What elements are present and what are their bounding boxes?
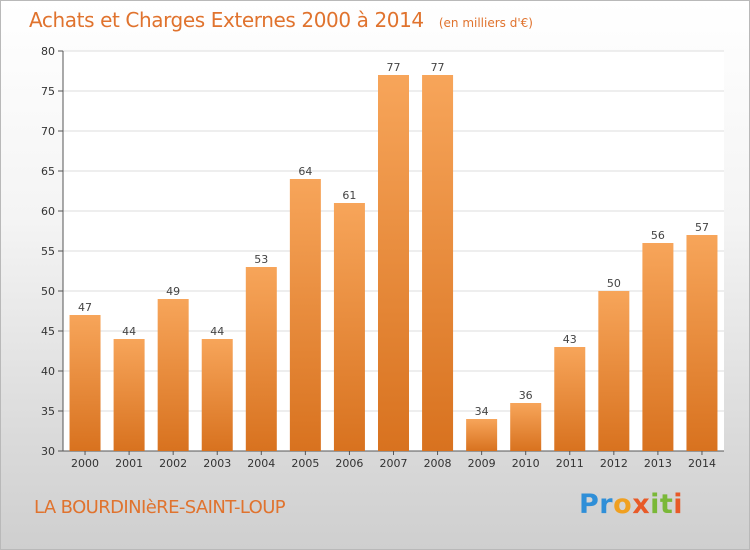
bar-2007 <box>378 75 409 451</box>
x-tick-label-2012: 2012 <box>600 457 628 470</box>
data-label-2011: 43 <box>563 333 577 346</box>
x-tick-label-2014: 2014 <box>688 457 716 470</box>
location-name: LA BOURDINIèRE-SAINT-LOUP <box>34 497 286 518</box>
bar-2012 <box>598 291 630 451</box>
bar-2003 <box>201 339 233 451</box>
y-tick-label: 80 <box>41 45 55 58</box>
data-label-2014: 57 <box>695 221 709 234</box>
bar-2004 <box>245 267 277 451</box>
bar-2009 <box>466 419 498 451</box>
bar-2010 <box>510 403 542 451</box>
data-label-2010: 36 <box>519 389 533 402</box>
data-label-2012: 50 <box>607 277 621 290</box>
x-tick-label-2001: 2001 <box>115 457 143 470</box>
chart-unit: (en milliers d'€) <box>438 16 533 30</box>
x-tick-label-2006: 2006 <box>335 457 363 470</box>
data-label-2001: 44 <box>122 325 136 338</box>
bar-2011 <box>554 347 586 451</box>
bars <box>69 75 718 451</box>
proxiti-logo: Proxiti <box>579 489 684 520</box>
data-label-2004: 53 <box>254 253 268 266</box>
bar-2014 <box>686 235 718 451</box>
x-tick-label-2004: 2004 <box>247 457 275 470</box>
x-tick-label-2003: 2003 <box>203 457 231 470</box>
y-tick-label: 55 <box>41 245 55 258</box>
bar-2005 <box>289 179 321 451</box>
y-tick-label: 70 <box>41 125 55 138</box>
bar-2006 <box>333 203 365 451</box>
y-tick-label: 60 <box>41 205 55 218</box>
title-row: Achats et Charges Externes 2000 à 2014 (… <box>29 8 533 32</box>
data-label-2006: 61 <box>342 189 356 202</box>
bar-2001 <box>113 339 145 451</box>
x-tick-label-2011: 2011 <box>556 457 584 470</box>
bar-2002 <box>157 299 189 451</box>
data-label-2000: 47 <box>78 301 92 314</box>
labels: 30 35 40 45 50 55 60 65 70 75 80 47 2000 44 2001 49 2002… <box>41 45 716 470</box>
x-tick-label-2000: 2000 <box>71 457 99 470</box>
x-tick-label-2005: 2005 <box>291 457 319 470</box>
data-label-2005: 64 <box>298 165 312 178</box>
data-label-2002: 49 <box>166 285 180 298</box>
bar-2008 <box>422 75 454 451</box>
y-tick-label: 65 <box>41 165 55 178</box>
data-label-2009: 34 <box>475 405 489 418</box>
data-label-2007: 77 <box>387 61 401 74</box>
y-tick-label: 40 <box>41 365 55 378</box>
x-tick-label-2007: 2007 <box>380 457 408 470</box>
bar-2013 <box>642 243 674 451</box>
x-tick-label-2010: 2010 <box>512 457 540 470</box>
y-tick-label: 35 <box>41 405 55 418</box>
data-label-2008: 77 <box>431 61 445 74</box>
y-tick-label: 30 <box>41 445 55 458</box>
x-tick-label-2009: 2009 <box>468 457 496 470</box>
x-tick-label-2002: 2002 <box>159 457 187 470</box>
data-label-2003: 44 <box>210 325 224 338</box>
y-tick-label: 45 <box>41 325 55 338</box>
bar-2000 <box>69 315 101 451</box>
chart-title: Achats et Charges Externes 2000 à 2014 <box>29 8 424 32</box>
y-tick-label: 75 <box>41 85 55 98</box>
x-tick-label-2013: 2013 <box>644 457 672 470</box>
y-tick-label: 50 <box>41 285 55 298</box>
data-label-2013: 56 <box>651 229 665 242</box>
x-tick-label-2008: 2008 <box>424 457 452 470</box>
